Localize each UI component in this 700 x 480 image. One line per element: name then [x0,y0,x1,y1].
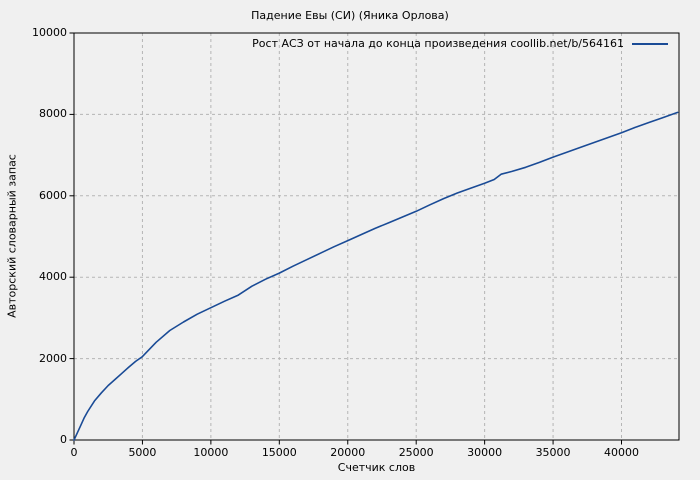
x-tick-label: 35000 [535,446,571,459]
y-tick-label: 10000 [32,26,67,39]
x-tick-label: 20000 [330,446,366,459]
y-tick-label: 2000 [39,351,67,365]
x-tick-label: 25000 [398,446,434,459]
x-tick-label: 5000 [128,446,157,459]
x-tick-label: 0 [70,446,78,459]
plot-border [73,32,680,441]
legend: Рост АСЗ от начала до конца произведения… [252,37,668,50]
vocabulary-growth-curve [73,111,679,441]
legend-label: Рост АСЗ от начала до конца произведения… [252,37,624,50]
x-tick-label: 40000 [604,446,639,459]
x-axis-label: Счетчик слов [337,461,416,474]
legend-line-sample [632,42,668,45]
y-tick-label: 4000 [39,270,67,284]
x-tick-label: 15000 [261,446,297,459]
y-axis-label: Авторский словарный запас [5,154,19,318]
chart-title: Падение Евы (СИ) (Яника Орлова) [251,9,449,22]
y-tick-label: 6000 [39,188,67,202]
y-tick-label: 8000 [39,107,67,121]
y-tick-label: 0 [60,433,67,446]
x-tick-label: 30000 [467,446,503,459]
x-tick-label: 10000 [193,446,229,459]
